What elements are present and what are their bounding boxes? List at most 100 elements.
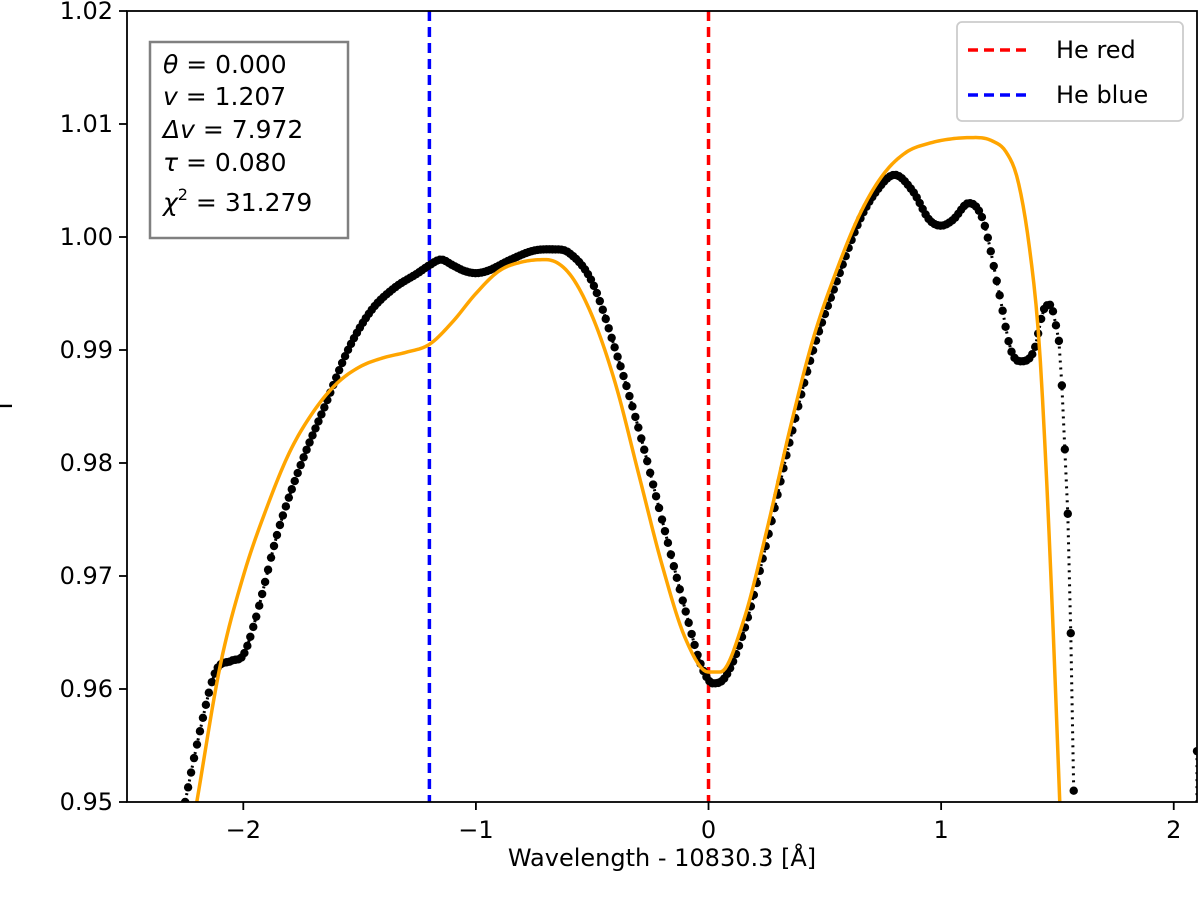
y-tick-label: 0.99: [60, 336, 113, 364]
data-point: [974, 206, 984, 215]
data-point: [657, 515, 667, 524]
data-point: [266, 553, 276, 562]
data-point: [201, 700, 211, 709]
data-point: [625, 391, 634, 401]
data-point: [287, 485, 296, 494]
data-point: [672, 573, 682, 583]
data-point: [302, 445, 311, 454]
data-point: [604, 324, 613, 333]
data-point: [299, 453, 308, 462]
data-point: [198, 713, 208, 722]
data-point: [983, 233, 993, 242]
data-point: [257, 589, 267, 599]
data-point: [607, 333, 616, 342]
param-v: v = 1.207: [163, 82, 286, 111]
data-point: [1031, 342, 1040, 352]
x-axis-label: Wavelength - 10830.3 [Å]: [508, 843, 816, 872]
data-point: [192, 740, 202, 749]
y-tick-label: 1.01: [60, 110, 113, 138]
data-point: [637, 434, 646, 443]
data-point: [281, 502, 291, 511]
data-point: [186, 768, 196, 777]
data-point: [1057, 381, 1067, 390]
data-point: [1060, 445, 1070, 454]
data-point: [687, 629, 696, 639]
data-point: [654, 503, 664, 513]
y-tick-label: 0.97: [60, 562, 113, 590]
data-point: [678, 596, 687, 605]
data-point: [1004, 337, 1013, 346]
param-tau: τ = 0.080: [163, 148, 286, 177]
data-point: [616, 362, 625, 371]
data-point: [669, 562, 679, 571]
x-tick-label: 0: [701, 816, 716, 844]
data-point: [992, 276, 1001, 286]
data-point: [243, 641, 252, 651]
data-point: [296, 460, 305, 470]
data-point: [334, 365, 344, 375]
data-point: [986, 247, 995, 256]
y-tick-label: 1.02: [60, 0, 113, 25]
data-point: [589, 281, 599, 291]
data-point: [663, 538, 673, 548]
data-point: [275, 520, 285, 530]
data-point: [204, 688, 214, 697]
data-point: [675, 585, 684, 594]
data-point: [311, 424, 320, 433]
data-point: [1192, 746, 1197, 756]
y-axis-label: I: [0, 402, 18, 409]
data-point: [598, 305, 607, 314]
x-tick-label: −1: [458, 816, 493, 844]
data-point: [640, 445, 649, 454]
data-point: [592, 288, 602, 298]
data-point: [255, 601, 264, 610]
data-point: [586, 275, 596, 284]
param-dv: Δv = 7.972: [161, 115, 303, 144]
data-point: [293, 468, 302, 478]
data-point: [189, 753, 199, 763]
data-point: [1048, 307, 1058, 316]
data-point: [183, 783, 193, 792]
data-point: [1051, 321, 1061, 330]
data-point: [314, 417, 323, 426]
data-point: [684, 618, 693, 627]
data-point: [1028, 350, 1037, 359]
data-point: [648, 480, 658, 489]
data-point: [263, 565, 273, 574]
data-point: [269, 541, 279, 551]
data-point: [180, 797, 190, 802]
data-point: [207, 677, 217, 687]
data-point: [337, 358, 347, 368]
data-point: [601, 314, 610, 324]
data-point: [260, 577, 270, 587]
data-point: [320, 403, 329, 412]
data-point: [666, 550, 676, 559]
y-tick-label: 1.00: [60, 223, 113, 251]
data-point: [595, 296, 605, 306]
data-point: [660, 526, 670, 536]
data-point: [998, 306, 1007, 315]
data-point: [645, 468, 655, 477]
data-point: [613, 352, 622, 361]
data-point: [1001, 322, 1010, 331]
data-point: [1066, 628, 1075, 638]
y-tick-label: 0.98: [60, 449, 113, 477]
data-point: [305, 438, 314, 447]
data-point: [246, 632, 255, 642]
data-point: [290, 476, 299, 486]
data-point: [308, 431, 317, 440]
data-point: [1054, 336, 1064, 346]
data-point: [690, 640, 699, 650]
x-tick-label: 1: [933, 816, 948, 844]
data-point: [332, 373, 341, 382]
data-point: [195, 727, 205, 736]
data-point: [317, 410, 326, 419]
param-theta: θ = 0.000: [163, 50, 287, 79]
data-point: [628, 402, 637, 411]
data-point: [249, 622, 258, 632]
data-point: [1045, 300, 1055, 309]
legend: He red He blue: [956, 21, 1184, 122]
data-point: [651, 492, 661, 501]
data-point: [240, 648, 249, 658]
